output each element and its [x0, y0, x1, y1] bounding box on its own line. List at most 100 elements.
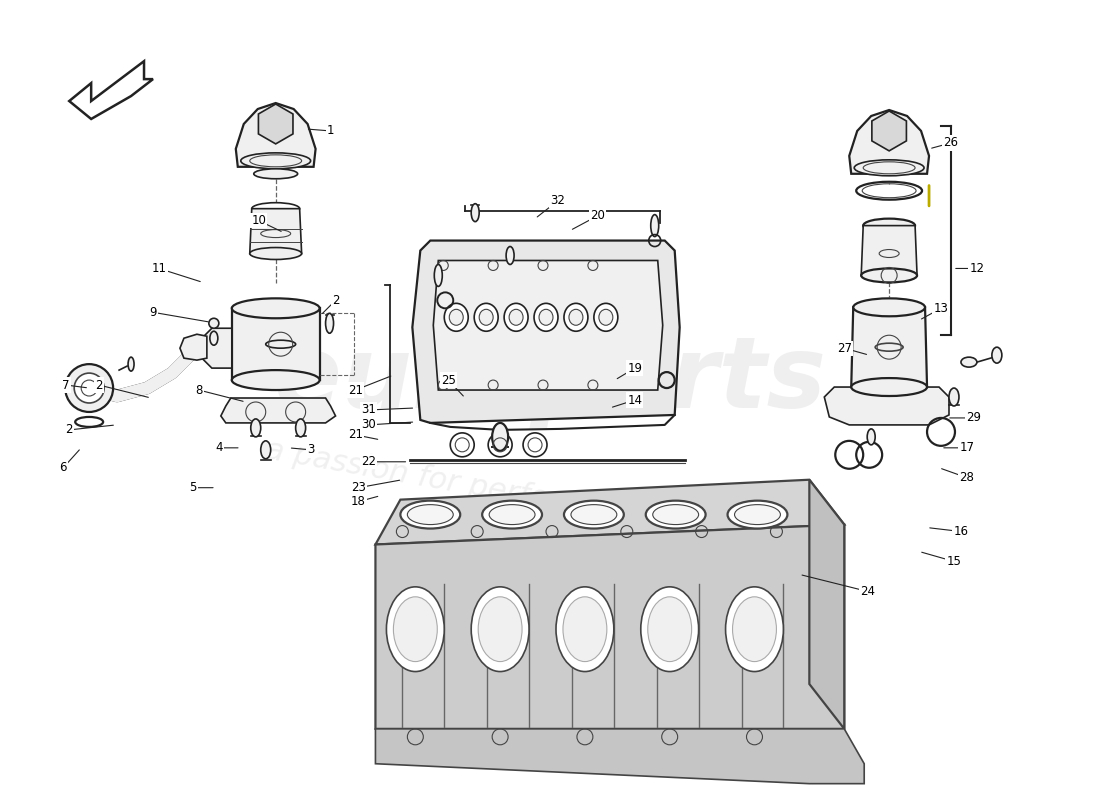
Text: 13: 13 [934, 302, 948, 315]
Text: 1: 1 [327, 125, 334, 138]
Ellipse shape [471, 587, 529, 671]
Ellipse shape [444, 303, 469, 331]
Ellipse shape [504, 303, 528, 331]
Circle shape [286, 402, 306, 422]
Polygon shape [412, 241, 680, 423]
Ellipse shape [210, 331, 218, 345]
Polygon shape [810, 480, 845, 729]
Ellipse shape [851, 378, 927, 396]
Ellipse shape [232, 370, 320, 390]
Polygon shape [433, 261, 662, 390]
Ellipse shape [569, 310, 583, 326]
Ellipse shape [571, 505, 617, 525]
Ellipse shape [474, 303, 498, 331]
Text: 32: 32 [550, 194, 565, 207]
Text: 21: 21 [348, 428, 363, 442]
Ellipse shape [652, 505, 698, 525]
Text: 17: 17 [959, 442, 975, 454]
Ellipse shape [854, 298, 925, 316]
Text: 20: 20 [591, 209, 605, 222]
Polygon shape [235, 103, 316, 167]
Text: 25: 25 [441, 374, 455, 386]
Polygon shape [258, 104, 293, 144]
Ellipse shape [641, 587, 698, 671]
Ellipse shape [961, 357, 977, 367]
Ellipse shape [74, 373, 104, 403]
Text: 8: 8 [195, 383, 202, 397]
Ellipse shape [992, 347, 1002, 363]
Text: 22: 22 [361, 455, 376, 468]
Ellipse shape [564, 303, 587, 331]
Ellipse shape [250, 155, 301, 167]
Ellipse shape [564, 501, 624, 529]
Text: 24: 24 [860, 585, 875, 598]
Ellipse shape [449, 310, 463, 326]
Ellipse shape [232, 298, 320, 318]
Polygon shape [824, 387, 949, 425]
Ellipse shape [471, 204, 480, 222]
Text: 4: 4 [216, 442, 222, 454]
Text: 11: 11 [152, 262, 166, 275]
Text: 30: 30 [361, 418, 376, 431]
Circle shape [245, 402, 266, 422]
Text: 2: 2 [332, 294, 339, 307]
Ellipse shape [261, 441, 271, 458]
Ellipse shape [509, 310, 524, 326]
Ellipse shape [251, 419, 261, 437]
Ellipse shape [534, 303, 558, 331]
Text: europarts: europarts [274, 331, 826, 429]
Text: 18: 18 [351, 495, 366, 508]
Polygon shape [375, 480, 845, 545]
Polygon shape [202, 328, 232, 368]
Ellipse shape [480, 310, 493, 326]
Ellipse shape [855, 160, 924, 176]
Ellipse shape [648, 597, 692, 662]
Text: 9: 9 [150, 306, 157, 319]
Polygon shape [250, 209, 301, 254]
Ellipse shape [492, 423, 508, 451]
Text: 2: 2 [66, 423, 73, 436]
Polygon shape [851, 307, 927, 387]
Ellipse shape [539, 310, 553, 326]
Ellipse shape [326, 314, 333, 334]
Ellipse shape [394, 597, 438, 662]
Ellipse shape [727, 501, 788, 529]
Ellipse shape [482, 501, 542, 529]
Text: 26: 26 [944, 136, 958, 150]
Ellipse shape [556, 587, 614, 671]
Ellipse shape [250, 247, 301, 259]
Text: 2: 2 [96, 378, 103, 391]
Text: 15: 15 [946, 555, 961, 568]
Ellipse shape [407, 505, 453, 525]
Ellipse shape [598, 310, 613, 326]
Ellipse shape [400, 501, 460, 529]
Text: 14: 14 [627, 394, 642, 406]
Ellipse shape [296, 419, 306, 437]
Polygon shape [375, 729, 865, 784]
Text: 6: 6 [59, 462, 67, 474]
Ellipse shape [478, 597, 522, 662]
Text: a passion for performance since 1985: a passion for performance since 1985 [263, 435, 837, 564]
Polygon shape [221, 398, 336, 423]
Text: 28: 28 [959, 471, 975, 484]
Ellipse shape [733, 597, 777, 662]
Ellipse shape [726, 587, 783, 671]
Ellipse shape [506, 246, 514, 265]
Ellipse shape [563, 597, 607, 662]
Ellipse shape [864, 218, 915, 233]
Ellipse shape [594, 303, 618, 331]
Ellipse shape [386, 587, 444, 671]
Ellipse shape [209, 318, 219, 328]
Text: 7: 7 [63, 378, 70, 391]
Text: 5: 5 [189, 481, 197, 494]
Ellipse shape [949, 388, 959, 406]
Text: 21: 21 [348, 383, 363, 397]
Ellipse shape [65, 364, 113, 412]
Polygon shape [69, 61, 153, 119]
Ellipse shape [490, 505, 535, 525]
Ellipse shape [864, 162, 915, 174]
Text: 27: 27 [837, 342, 851, 354]
Ellipse shape [867, 429, 876, 445]
Ellipse shape [252, 202, 299, 214]
Text: 31: 31 [361, 403, 376, 417]
